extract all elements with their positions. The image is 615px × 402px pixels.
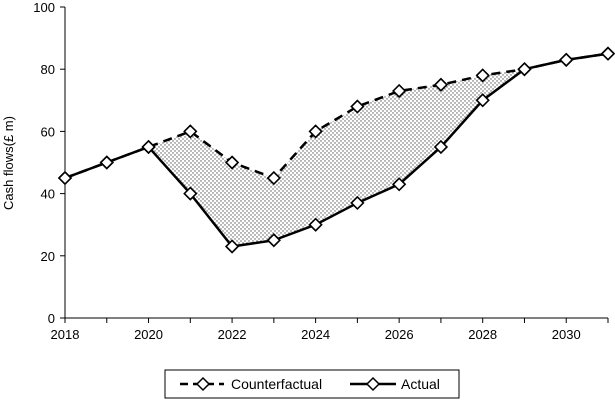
legend-counterfactual-label: Counterfactual [231,376,322,392]
marker-counterfactual [392,83,407,99]
y-tick-label: 60 [41,124,55,139]
x-tick-label: 2020 [134,327,163,342]
marker-counterfactual [224,155,240,170]
marker-actual [600,46,615,61]
marker-actual [266,233,281,248]
x-tick-label: 2018 [51,327,80,342]
marker-actual [475,93,490,108]
y-axis-label: Cash flows(£ m) [1,116,16,210]
legend-actual-marker [365,376,381,392]
marker-counterfactual [433,77,449,92]
marker-counterfactual [308,124,323,139]
marker-counterfactual [266,170,281,186]
marker-actual [517,62,532,77]
marker-actual [433,139,449,155]
marker-actual [99,155,114,170]
y-tick-label: 80 [41,62,55,77]
marker-actual [350,195,365,211]
x-tick-label: 2022 [218,327,247,342]
x-tick-label: 2030 [552,327,581,342]
shaded-gap-area [65,53,608,247]
marker-counterfactual [350,99,365,114]
marker-counterfactual [183,124,198,139]
x-tick-label: 2028 [468,327,497,342]
legend: Counterfactual Actual [164,369,460,399]
y-tick-label: 40 [41,187,55,202]
series-line-actual [64,52,609,248]
marker-actual [308,217,323,232]
y-tick-label: 0 [48,311,55,326]
y-tick-label: 20 [41,249,55,264]
marker-actual [559,52,574,68]
marker-actual [57,170,73,186]
series-line-counterfactual [64,52,609,180]
legend-counterfactual-marker [195,376,211,392]
legend-actual-label: Actual [401,376,440,392]
marker-actual [392,177,407,192]
marker-actual [224,239,240,254]
y-tick-label: 100 [33,0,55,15]
marker-actual [141,139,156,155]
marker-actual [183,186,198,201]
x-tick-label: 2024 [301,327,330,342]
x-tick-label: 2026 [385,327,414,342]
marker-counterfactual [475,68,490,83]
